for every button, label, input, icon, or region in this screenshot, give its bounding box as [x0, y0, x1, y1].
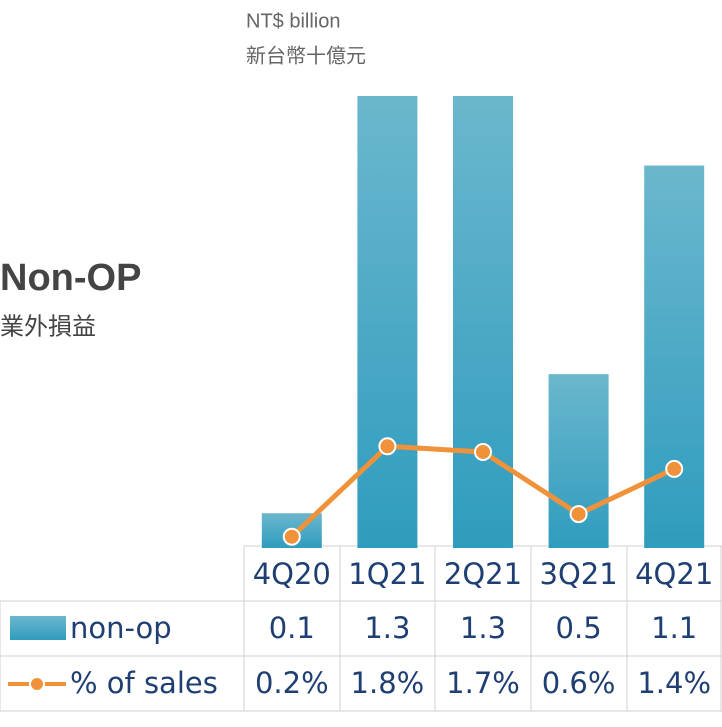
- x-tick-label: 2Q21: [444, 557, 522, 591]
- legend-label: non-op: [70, 611, 172, 645]
- x-tick-label: 3Q21: [540, 557, 618, 591]
- table-value: 1.4%: [637, 666, 711, 700]
- table-value: 1.8%: [351, 666, 425, 700]
- bar: [644, 165, 705, 549]
- x-tick-label: 4Q20: [253, 557, 331, 591]
- table-value: 1.3: [460, 611, 506, 645]
- table-value: 1.1: [651, 611, 697, 645]
- legend-swatch-line: [8, 676, 66, 692]
- table-value: 0.1: [269, 611, 315, 645]
- legend-label: % of sales: [70, 666, 218, 700]
- unit-label: NT$ billion: [246, 10, 340, 32]
- table-value: 0.2%: [255, 666, 329, 700]
- line-marker: [569, 505, 588, 524]
- bar: [453, 96, 513, 548]
- chart-subtitle: 業外損益: [0, 313, 96, 340]
- legend-swatch-bar: [10, 616, 66, 640]
- line-marker: [665, 459, 684, 478]
- line-marker: [474, 442, 492, 461]
- x-tick-label: 1Q21: [348, 557, 426, 591]
- bar: [357, 96, 418, 548]
- line-marker: [378, 437, 397, 456]
- table-value: 0.6%: [542, 666, 616, 700]
- x-tick-label: 4Q21: [635, 557, 713, 591]
- table-value: 0.5: [556, 611, 602, 645]
- table-grid: [0, 545, 722, 712]
- table-value: 1.3: [364, 611, 410, 645]
- line-marker: [282, 527, 301, 546]
- table-value: 1.7%: [446, 666, 520, 700]
- unit-label-zh: 新台幣十億元: [246, 44, 366, 67]
- chart-title: Non-OP: [0, 257, 141, 299]
